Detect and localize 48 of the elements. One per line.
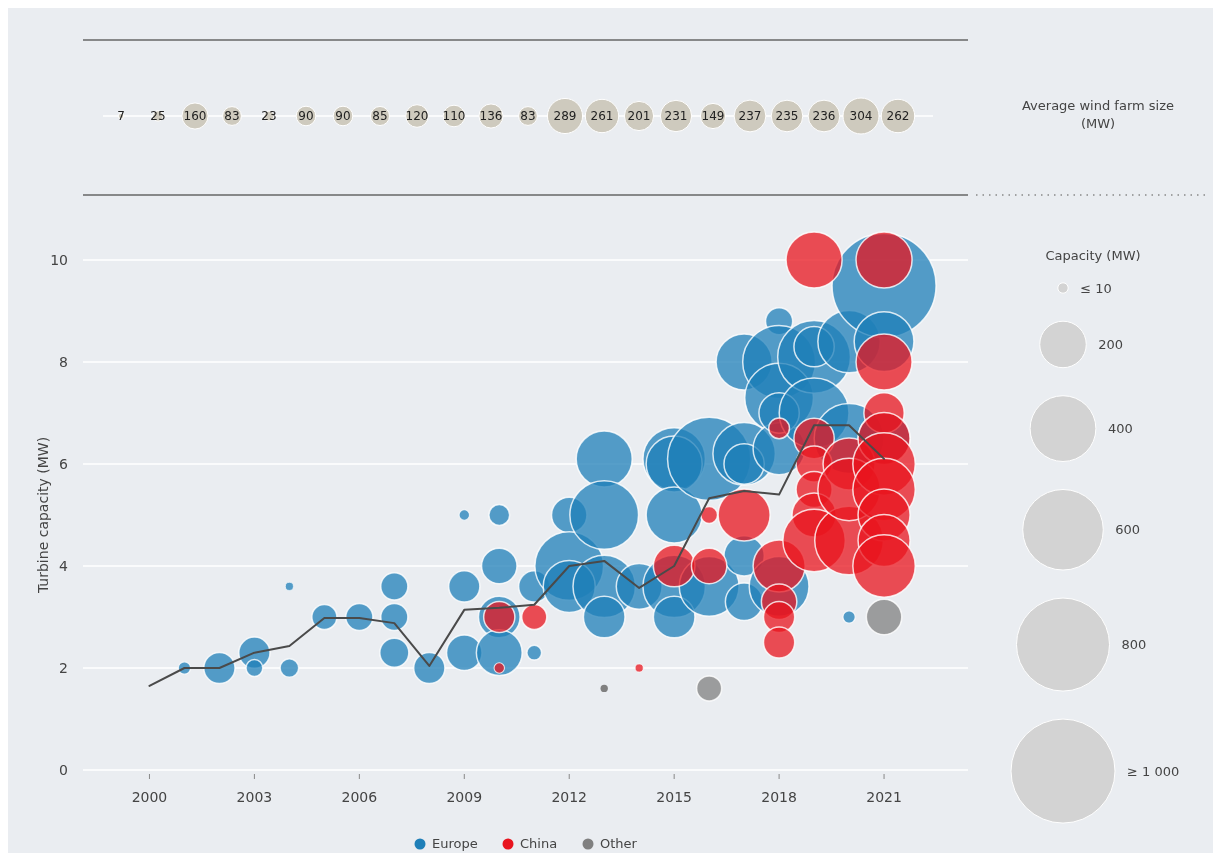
legend-label: 400 [1107, 421, 1133, 437]
y-axis-title: Turbine capacity (MW) [35, 436, 51, 595]
data-label: 110 [442, 109, 466, 124]
legend-label: 200 [1098, 337, 1124, 353]
data-label: 120 [405, 109, 429, 124]
legend-label: 600 [1115, 522, 1141, 538]
legend-label: ≥ 1 000 [1127, 763, 1180, 779]
y-tick-label: 6 [59, 455, 69, 472]
data-label: 23 [261, 109, 277, 124]
x-tick-label: 2018 [761, 789, 797, 805]
y-tick-label: 0 [59, 761, 68, 778]
data-label: 237 [738, 109, 762, 124]
data-label: 149 [701, 109, 725, 124]
x-tick-label: 2012 [551, 789, 588, 805]
data-label: 136 [479, 109, 503, 124]
x-tick-label: 2021 [866, 789, 902, 805]
y-tick-label: 8 [59, 353, 68, 370]
data-label: 90 [298, 109, 314, 124]
x-tick-label: 2003 [236, 789, 273, 805]
x-tick-label: 2015 [656, 789, 692, 805]
y-tick-label: 10 [50, 251, 68, 268]
x-tick-label: 2006 [341, 789, 378, 805]
text: Average wind farm size (MW) [1021, 98, 1175, 131]
data-label: 236 [812, 109, 836, 124]
data-label: 201 [627, 109, 651, 124]
y-tick-label: 2 [59, 659, 68, 676]
data-label: 235 [775, 109, 799, 124]
data-label: 262 [886, 109, 910, 124]
data-label: 160 [183, 109, 207, 124]
data-label: 289 [553, 109, 577, 124]
x-tick-label: 2000 [131, 789, 168, 805]
legend-label: 800 [1121, 637, 1147, 653]
data-label: 231 [664, 109, 688, 124]
data-label: 7 [117, 109, 125, 124]
x-tick-label: 2009 [446, 789, 483, 805]
data-label: 25 [150, 109, 166, 124]
data-label: 83 [224, 109, 240, 124]
y-tick-label: 4 [59, 557, 69, 574]
data-label: 304 [849, 109, 873, 124]
data-label: 90 [335, 109, 351, 124]
legend-label: Europe [432, 836, 478, 851]
legend-label: China [520, 836, 558, 851]
legend-label: Other [600, 836, 638, 851]
data-label: 83 [520, 109, 536, 124]
legend-label: ≤ 10 [1080, 280, 1112, 296]
data-label: 85 [372, 109, 388, 124]
data-label: 261 [590, 109, 614, 124]
legend-title: Capacity (MW) [1045, 248, 1141, 263]
